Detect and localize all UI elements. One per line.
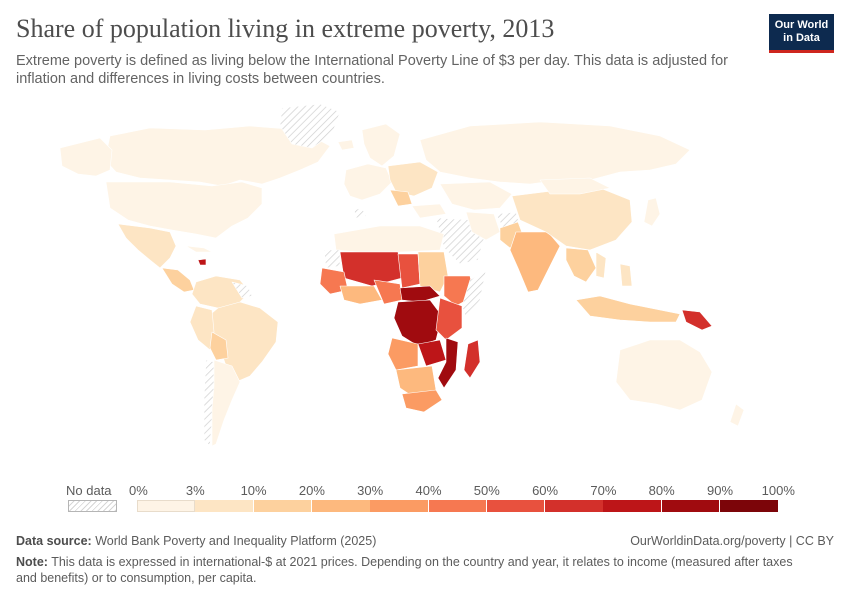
legend-bin[interactable]	[661, 500, 720, 512]
attribution-link[interactable]: OurWorldinData.org/poverty | CC BY	[630, 534, 834, 548]
country-north-africa[interactable]	[333, 225, 445, 253]
country-mexico[interactable]	[117, 223, 177, 269]
legend-tick-label: 50%	[473, 483, 500, 498]
legend-tick-label: 3%	[185, 483, 205, 498]
country-russia[interactable]	[419, 121, 691, 185]
country-zambia[interactable]	[417, 339, 447, 367]
country-new-zealand[interactable]	[729, 403, 745, 427]
legend-tick-label: 30%	[357, 483, 384, 498]
country-cuba[interactable]	[185, 245, 213, 253]
legend-bin[interactable]	[720, 500, 778, 512]
country-scandinavia[interactable]	[361, 123, 401, 167]
source-link[interactable]: World Bank Poverty and Inequality Platfo…	[95, 534, 377, 548]
country-mozambique[interactable]	[437, 337, 459, 389]
country-iceland[interactable]	[337, 139, 355, 151]
source-label: Data source:	[16, 534, 92, 548]
country-australia[interactable]	[615, 339, 713, 411]
country-south-africa[interactable]	[401, 389, 443, 413]
country-peru[interactable]	[189, 305, 215, 351]
country-indonesia[interactable]	[575, 295, 681, 323]
legend-tick-label: 40%	[415, 483, 442, 498]
legend-no-data-label: No data	[66, 483, 112, 498]
country-greenland	[279, 103, 341, 149]
legend-bin[interactable]	[311, 500, 370, 512]
legend-bin[interactable]	[545, 500, 603, 512]
country-central-african-republic[interactable]	[399, 285, 441, 303]
country-haiti[interactable]	[197, 258, 207, 266]
country-somalia	[461, 269, 487, 319]
chart-title: Share of population living in extreme po…	[16, 14, 555, 43]
country-mongolia[interactable]	[539, 177, 611, 195]
data-source: Data source: World Bank Poverty and Ineq…	[16, 534, 376, 548]
country-gulf-of-guinea[interactable]	[339, 285, 383, 305]
country-angola[interactable]	[387, 337, 419, 371]
country-papua-new-guinea[interactable]	[681, 309, 713, 331]
legend-tick-label: 0%	[129, 483, 148, 498]
country-western-sahara	[323, 249, 341, 269]
country-antarctica-fringe	[353, 207, 367, 219]
country-east-africa[interactable]	[435, 297, 463, 341]
legend-tick-label: 10%	[240, 483, 267, 498]
note-text: This data is expressed in international-…	[16, 555, 793, 585]
country-philippines[interactable]	[619, 263, 633, 287]
legend-bin[interactable]	[253, 500, 312, 512]
legend-tick-label: 100%	[761, 483, 795, 498]
chart-subtitle: Extreme poverty is defined as living bel…	[16, 53, 728, 87]
country-eastern-europe[interactable]	[387, 161, 439, 197]
country-alaska[interactable]	[59, 137, 113, 177]
country-myanmar-laos[interactable]	[565, 247, 597, 283]
country-kazakhstan[interactable]	[439, 181, 513, 211]
legend-bin[interactable]	[428, 500, 487, 512]
footnote: Note: This data is expressed in internat…	[16, 554, 816, 586]
country-argentina[interactable]	[211, 359, 241, 447]
country-vietnam[interactable]	[595, 251, 607, 279]
country-madagascar[interactable]	[463, 339, 481, 379]
legend-bin[interactable]	[195, 500, 253, 512]
legend-tick-label: 20%	[298, 483, 325, 498]
legend-tick-label: 60%	[532, 483, 559, 498]
country-japan[interactable]	[643, 197, 661, 227]
country-usa[interactable]	[105, 181, 263, 239]
legend-tick-label: 70%	[590, 483, 617, 498]
world-map[interactable]	[0, 100, 850, 472]
country-bolivia[interactable]	[209, 331, 229, 361]
logo-line-2: in Data	[783, 32, 820, 44]
legend-tick-label: 90%	[706, 483, 734, 498]
legend-bin[interactable]	[370, 500, 428, 512]
country-iran[interactable]	[465, 211, 501, 241]
country-sudan[interactable]	[417, 251, 449, 293]
country-balkans[interactable]	[389, 189, 413, 207]
legend-bin[interactable]	[603, 500, 662, 512]
country-turkey[interactable]	[411, 203, 447, 219]
country-central-america[interactable]	[161, 267, 195, 293]
owid-logo[interactable]: Our World in Data	[769, 14, 834, 53]
country-chad[interactable]	[397, 253, 421, 289]
logo-line-1: Our World	[774, 19, 829, 31]
legend-bin[interactable]	[486, 500, 545, 512]
country-india[interactable]	[509, 231, 561, 293]
country-canada[interactable]	[104, 125, 331, 187]
country-drc[interactable]	[393, 299, 443, 347]
note-label: Note:	[16, 555, 48, 569]
country-western-europe[interactable]	[343, 163, 393, 201]
country-mali-niger[interactable]	[339, 251, 403, 287]
country-guianas	[231, 281, 253, 299]
legend-tick-label: 80%	[648, 483, 675, 498]
color-legend: No data 0% 3% 10% 20% 30% 40% 50% 60% 70% 80% 90% 1…	[0, 478, 850, 518]
legend-bin[interactable]	[137, 500, 195, 512]
legend-no-data-swatch[interactable]	[68, 500, 117, 512]
